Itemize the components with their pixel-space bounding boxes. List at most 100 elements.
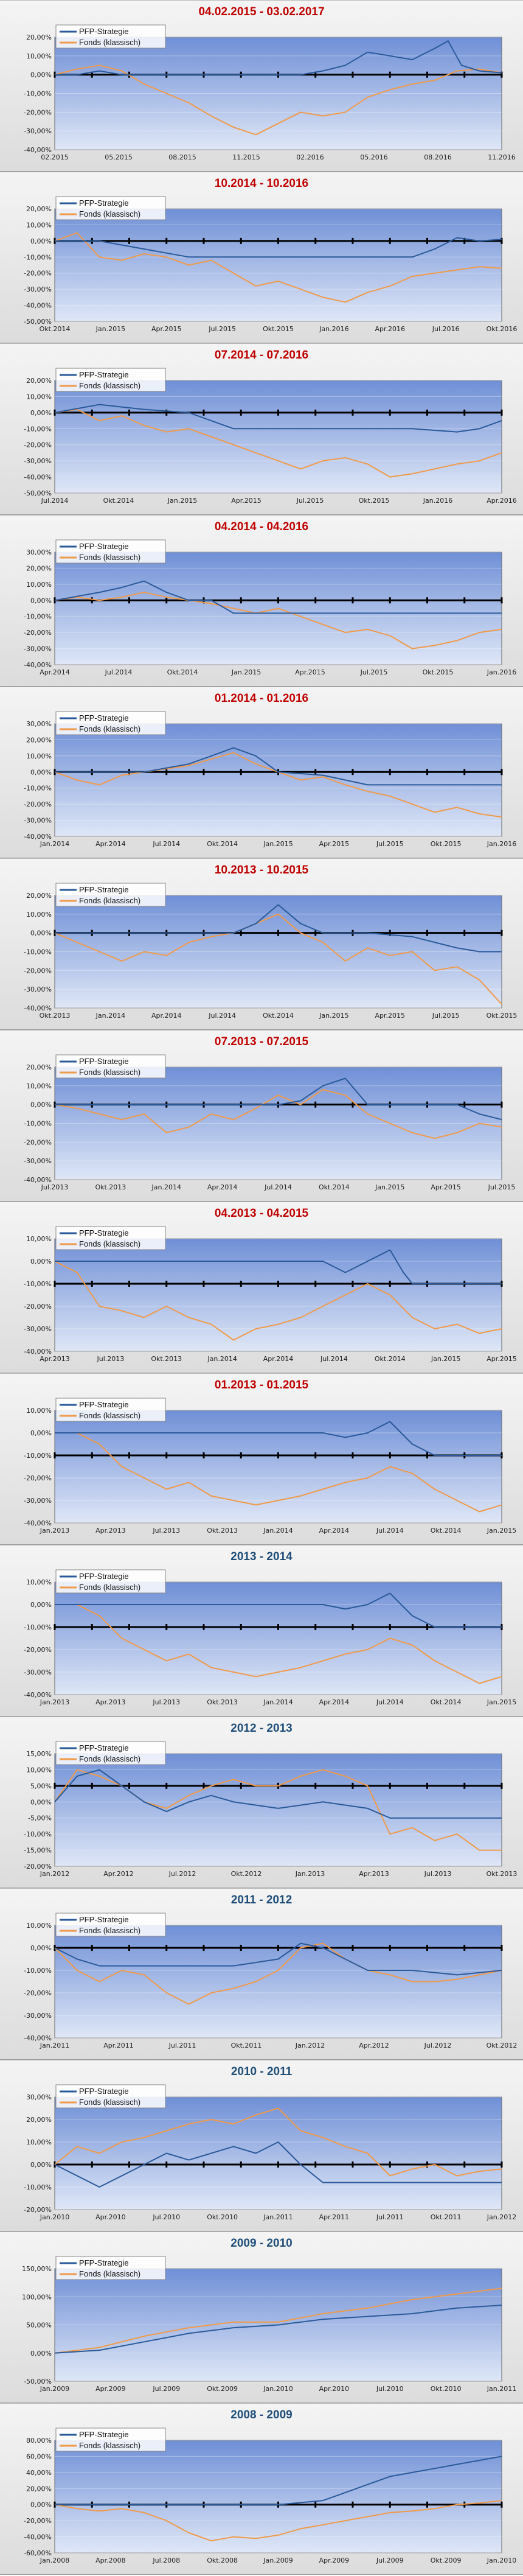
x-tick-label: Jul.2015 (488, 1183, 516, 1191)
y-tick-label: 10,00% (26, 1235, 52, 1243)
chart-title: 01.2013 - 01.2015 (214, 1379, 309, 1391)
x-tick-label: Apr.2014 (95, 840, 126, 848)
y-tick-label: -20,00% (24, 1646, 52, 1654)
x-tick-label: Apr.2014 (40, 668, 70, 676)
x-tick-label: Jan.2011 (263, 2213, 293, 2221)
y-tick-label: -40,00% (24, 833, 52, 841)
y-tick-label: -40,00% (24, 1519, 52, 1527)
chart-svg: 20,00% 10,00% 0,00% -10,00% -20,00% -30,00% -4… (24, 368, 517, 505)
y-tick-label: 40,00% (26, 2469, 52, 2477)
y-tick-label: -10,00% (24, 1120, 52, 1128)
x-tick-label: Jul.2013 (152, 1698, 180, 1706)
legend-label: PFP-Strategie (79, 2258, 129, 2267)
x-tick-label: Okt.2014 (319, 1183, 350, 1191)
plot-area (54, 208, 502, 322)
y-tick-label: -50,00% (24, 489, 52, 497)
x-tick-label: Jul.2015 (208, 325, 236, 333)
chart-panel: 10.2013 - 10.2015 20,00% 10,00% 0,00% -10,00… (0, 858, 523, 1030)
x-tick-label: Apr.2014 (207, 1183, 238, 1191)
x-tick-label: Jul.2014 (152, 840, 180, 848)
x-tick-label: Okt.2013 (95, 1183, 126, 1191)
plot-area (54, 1410, 502, 1524)
x-tick-label: Jan.2015 (487, 1527, 516, 1535)
series-line (54, 2305, 502, 2354)
y-tick-label: -30,00% (24, 1157, 52, 1165)
x-tick-label: Okt.2016 (487, 325, 518, 333)
x-tick-label: Okt.2011 (231, 2042, 262, 2049)
x-tick-label: Jan.2014 (151, 1183, 181, 1191)
y-tick-label: -10,00% (24, 90, 52, 98)
plot-area (54, 1753, 502, 1867)
x-tick-label: Jul.2014 (208, 1012, 236, 1020)
series-line (54, 2141, 502, 2188)
legend-box (55, 711, 166, 735)
legend-box (55, 1741, 166, 1765)
x-tick-label: Jul.2014 (376, 1698, 404, 1706)
x-tick-label: Apr.2014 (263, 1355, 294, 1363)
legend-label: Fonds (klassisch) (79, 724, 140, 733)
x-tick-label: Jul.2014 (264, 1183, 292, 1191)
legend-label: Fonds (klassisch) (79, 2269, 140, 2278)
x-tick-label: 05.2015 (105, 153, 133, 161)
legend-label: Fonds (klassisch) (79, 1754, 140, 1763)
legend-box (55, 24, 166, 49)
chart-svg: 10,00%0,00%-10,00%-20,00%-30,00%-40,00%J… (24, 1569, 516, 1706)
y-tick-label: -20,00% (24, 1138, 52, 1146)
y-tick-label: -40,00% (24, 2034, 52, 2042)
x-tick-label: Jan.2015 (263, 840, 293, 848)
x-tick-label: Apr.2009 (319, 2557, 350, 2564)
legend: PFP-Strategie Fonds (klassisch) (55, 2256, 166, 2280)
chart-svg: 10,00%0,00%-10,00%-20,00%-30,00%-40,00%J… (24, 1398, 516, 1535)
plot-area (54, 380, 502, 494)
x-tick-label: Apr.2011 (103, 2042, 134, 2049)
y-tick-label: -10,00% (24, 2183, 52, 2191)
x-tick-label: Apr.2013 (359, 1870, 389, 1878)
x-tick-label: Okt.2008 (207, 2557, 238, 2564)
chart-svg: 20,00% 10,00% 0,00% -10,00% -20,00% -30,00% -4… (24, 196, 518, 333)
legend-label: PFP-Strategie (79, 713, 129, 723)
chart-panel: 2010 - 2011 30,00% 20,00% 10,00% 0,00% -10,00… (0, 2060, 523, 2231)
x-tick-label: Apr.2015 (295, 668, 325, 676)
series-line (54, 1089, 502, 1139)
x-tick-label: Jul.2015 (376, 840, 404, 848)
x-tick-label: Apr.2014 (319, 1698, 350, 1706)
legend-box (55, 1226, 166, 1250)
chart-svg: 20,00% 10,00% 0,00% -10,00% -20,00% -30,00% -4… (24, 883, 517, 1020)
x-tick-label: Jan.2016 (423, 497, 452, 505)
x-tick-label: Okt.2013 (207, 1527, 238, 1535)
y-tick-label: -5,00% (28, 1815, 52, 1822)
y-tick-label: 20,00% (26, 2485, 52, 2493)
y-tick-label: -40,00% (24, 474, 52, 481)
legend-label: PFP-Strategie (79, 542, 129, 551)
y-tick-label: 100,00% (22, 2293, 52, 2301)
legend-box (55, 1569, 166, 1594)
x-tick-label: Jul.2009 (376, 2557, 404, 2564)
x-tick-label: Jul.2013 (96, 1355, 124, 1363)
x-tick-label: Okt.2014 (103, 497, 134, 505)
chart-panel: 01.2014 - 01.2016 30,00% 20,00% 10,00% 0,00%… (0, 687, 523, 858)
x-tick-label: Jan.2014 (263, 1527, 293, 1535)
chart-title: 10.2014 - 10.2016 (214, 177, 309, 190)
legend-label: PFP-Strategie (79, 1572, 129, 1581)
x-tick-label: 02.2015 (41, 153, 69, 161)
legend: PFP-Strategie Fonds (klassisch) (55, 539, 166, 564)
y-tick-label: -20,00% (24, 270, 52, 278)
series-line (55, 1604, 502, 1684)
y-tick-label: 10,00% (26, 1082, 52, 1090)
series-line (54, 592, 502, 649)
x-tick-label: Jul.2011 (168, 2042, 196, 2049)
x-tick-label: Jan.2009 (40, 2385, 69, 2393)
y-tick-label: -20,00% (24, 1303, 52, 1311)
y-tick-label: 0,00% (30, 1601, 52, 1609)
plot-area (54, 723, 502, 837)
legend-label: Fonds (klassisch) (79, 1583, 140, 1592)
chart-panel: 04.2014 - 04.2016 30,00% 20,00% 10,00% 0,00%… (0, 515, 523, 687)
y-tick-label: -40,00% (24, 661, 52, 669)
legend-label: Fonds (klassisch) (79, 553, 140, 562)
x-tick-label: Jan.2015 (375, 1183, 404, 1191)
x-tick-label: Jan.2015 (431, 1355, 460, 1363)
